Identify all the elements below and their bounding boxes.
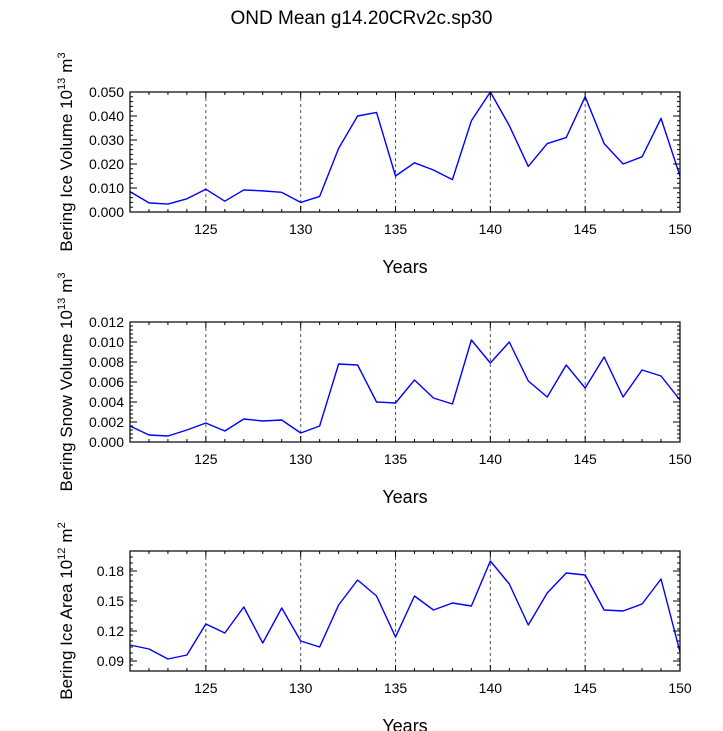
y-tick-label: 0.002 [89,414,124,430]
series-line [129,339,681,437]
y-axis-label: Bering Snow Volume 1013 m3 [56,272,76,491]
y-axis-label-text: Bering Ice Volume [57,109,76,252]
y-axis-unit-base: 10 [57,90,76,109]
x-axis-label: Years [382,716,427,731]
series-line [129,560,681,660]
x-tick-label: 135 [384,451,408,467]
y-tick-label: 0.050 [89,84,124,100]
chart-ice-area: 125 130 135 140 145 150 0.09 0.12 0.15 0.18 Years B… [56,522,692,731]
y-tick-label: 0.09 [97,653,124,669]
y-tick-label: 0.008 [89,354,124,370]
x-tick-label: 135 [384,221,408,237]
y-axis-label: Bering Ice Volume 1013 m3 [56,52,76,251]
y-tick-label: 0.18 [97,563,124,579]
y-tick-label: 0.006 [89,374,124,390]
plot-frame [129,550,681,672]
y-tick-label: 0.15 [97,593,124,609]
x-tick-label: 150 [668,451,692,467]
x-tick-label: 125 [194,221,218,237]
x-axis-label: Years [382,487,427,507]
x-tick-label: 145 [573,451,597,467]
y-axis-unit-base: 10 [57,310,76,329]
y-axis-label-text: Bering Snow Volume [57,329,76,492]
x-tick-label: 130 [289,221,313,237]
chart-snow-volume: 125 130 135 140 145 150 0.000 0.002 0.004 0.006 0.… [56,272,692,507]
y-axis-unit-power: 3 [56,52,68,58]
y-axis-label: Bering Ice Area 1012 m2 [56,522,76,699]
x-tick-label: 145 [573,680,597,696]
y-tick-label: 0.12 [97,623,124,639]
x-tick-label: 125 [194,451,218,467]
y-axis-unit: m [57,59,76,73]
y-axis-label-text: Bering Ice Area [57,579,76,700]
x-tick-label: 145 [573,221,597,237]
series-line [129,91,681,205]
y-tick-label: 0.030 [89,132,124,148]
y-axis-unit-power: 3 [56,272,68,278]
plot-frame [129,91,681,213]
x-tick-label: 130 [289,451,313,467]
y-axis-unit-exponent: 12 [56,548,68,560]
figure-title: OND Mean g14.20CRv2c.sp30 [230,8,493,29]
x-axis-label: Years [382,257,427,277]
x-tick-label: 140 [479,221,503,237]
x-tick-label: 150 [668,680,692,696]
x-tick-label: 130 [289,680,313,696]
x-tick-label: 140 [479,451,503,467]
x-tick-label: 125 [194,680,218,696]
x-tick-label: 135 [384,680,408,696]
y-axis-unit-power: 2 [56,522,68,528]
y-tick-label: 0.000 [89,434,124,450]
y-axis-unit: m [57,279,76,293]
y-axis-unit: m [57,528,76,542]
y-axis-unit-exponent: 13 [56,298,68,310]
y-axis-unit-exponent: 13 [56,78,68,90]
y-axis-unit-base: 10 [57,560,76,579]
chart-ice-volume: 125 130 135 140 145 150 0.000 0.010 0.020 0.030 0.… [56,52,692,277]
y-tick-label: 0.040 [89,108,124,124]
x-tick-label: 140 [479,680,503,696]
y-tick-label: 0.004 [89,394,124,410]
y-tick-label: 0.010 [89,334,124,350]
x-tick-label: 150 [668,221,692,237]
y-tick-label: 0.020 [89,156,124,172]
y-tick-label: 0.000 [89,204,124,220]
y-tick-label: 0.012 [89,314,124,330]
y-tick-label: 0.010 [89,180,124,196]
plot-frame [129,321,681,443]
